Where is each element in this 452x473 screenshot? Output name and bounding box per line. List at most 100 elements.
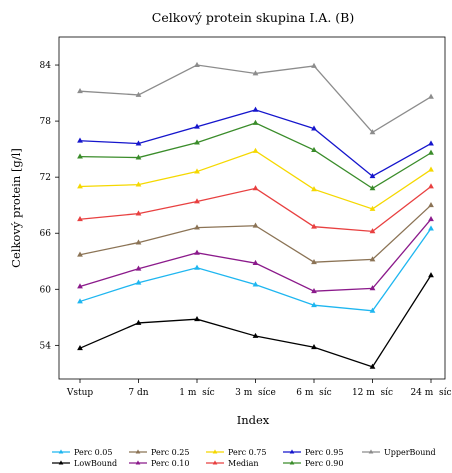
legend-label: Perc 0.05 (74, 448, 112, 457)
data-point (369, 307, 376, 313)
data-point (369, 256, 376, 262)
data-point (194, 224, 200, 230)
legend-label: Perc 0.95 (305, 448, 343, 457)
data-point (135, 181, 142, 187)
data-point (428, 225, 434, 231)
data-point (77, 298, 83, 304)
data-point (252, 185, 259, 191)
legend-item-lowbound: LowBound (52, 459, 117, 468)
legend-label: Perc 0.90 (305, 459, 343, 468)
data-point (311, 301, 317, 308)
data-point (428, 216, 434, 222)
legend-marker (368, 449, 374, 454)
series-line (79, 274, 432, 368)
legend-label: Perc 0.75 (228, 448, 266, 457)
y-tick-label: 60 (40, 285, 52, 295)
data-point (428, 93, 434, 99)
legend-item-perc-0-95: Perc 0.95 (283, 448, 343, 457)
data-point (194, 249, 200, 255)
data-point (369, 363, 376, 369)
x-tick-label: 24 m síc (410, 387, 451, 398)
data-point (369, 173, 376, 179)
x-axis: Vstup 7 dn 1 m síc 3 m síce 6 m síc 12 m síc 2… (66, 379, 452, 398)
series-line (79, 218, 432, 292)
series-group (77, 61, 434, 369)
data-point (77, 137, 83, 143)
x-axis-label: Index (237, 413, 270, 427)
data-point (311, 186, 317, 192)
x-tick-label: 7 dn (128, 388, 148, 398)
data-point (135, 91, 142, 97)
data-point (194, 315, 200, 322)
data-point (311, 223, 317, 229)
legend-marker (212, 449, 218, 454)
legend-item-median: Median (206, 459, 259, 468)
chart-title: Celkový protein skupina I.A. (B) (152, 10, 354, 25)
data-point (428, 183, 434, 189)
data-point (77, 283, 83, 289)
data-point (194, 264, 200, 270)
legend-marker (289, 449, 295, 454)
data-point (194, 61, 200, 67)
data-point (369, 285, 376, 291)
legend-item-perc-0-10: Perc 0.10 (129, 459, 189, 468)
data-point (135, 265, 142, 271)
data-point (252, 281, 259, 287)
legend-item-perc-0-75: Perc 0.75 (206, 448, 266, 457)
data-point (135, 210, 142, 216)
y-tick-label: 84 (40, 61, 52, 71)
y-tick-label: 54 (40, 341, 52, 351)
y-axis-label: Celkový protein [g/l] (9, 148, 23, 268)
data-point (252, 259, 259, 266)
legend-marker (212, 460, 218, 465)
legend-item-upperbound: UpperBound (362, 448, 436, 457)
data-point (194, 168, 200, 174)
series-perc-0-05 (77, 225, 434, 313)
data-point (428, 166, 434, 172)
data-point (77, 183, 83, 189)
data-point (135, 239, 142, 245)
data-point (311, 125, 317, 131)
data-point (77, 153, 83, 159)
x-tick-label: Vstup (66, 388, 94, 398)
x-tick-label: 1 m síc (179, 387, 214, 398)
plot-frame (58, 36, 446, 380)
data-point (135, 140, 142, 146)
data-point (311, 344, 317, 350)
y-axis: 54 60 66 72 78 84 (40, 61, 59, 351)
series-perc-0-95 (77, 106, 434, 179)
data-point (135, 279, 142, 285)
x-tick-label: 12 m síc (352, 387, 393, 398)
y-tick-label: 72 (40, 173, 51, 183)
data-point (252, 222, 259, 228)
legend: Perc 0.05 LowBound Perc 0.25 Perc 0.10 Perc … (52, 448, 436, 468)
y-tick-label: 78 (40, 117, 52, 127)
data-point (311, 258, 317, 265)
data-point (194, 123, 200, 129)
legend-label: UpperBound (384, 448, 436, 457)
data-point (369, 228, 376, 234)
data-point (252, 70, 259, 76)
data-point (369, 185, 376, 191)
data-point (252, 106, 259, 112)
data-point (428, 149, 434, 155)
data-point (252, 332, 259, 338)
data-point (135, 319, 142, 325)
data-point (77, 251, 83, 257)
legend-marker (58, 460, 64, 465)
series-upperbound (77, 61, 434, 135)
data-point (428, 140, 434, 146)
data-point (135, 154, 142, 160)
series-perc-0-10 (77, 216, 434, 294)
data-point (252, 147, 259, 153)
legend-item-perc-0-25: Perc 0.25 (129, 448, 189, 457)
legend-label: Perc 0.25 (151, 448, 189, 457)
series-perc-0-25 (77, 201, 434, 265)
series-line (79, 122, 432, 190)
legend-label: Perc 0.10 (151, 459, 189, 468)
legend-item-perc-0-90: Perc 0.90 (283, 459, 343, 468)
legend-marker (289, 460, 295, 465)
series-perc-0-90 (77, 119, 434, 191)
data-point (428, 201, 434, 208)
